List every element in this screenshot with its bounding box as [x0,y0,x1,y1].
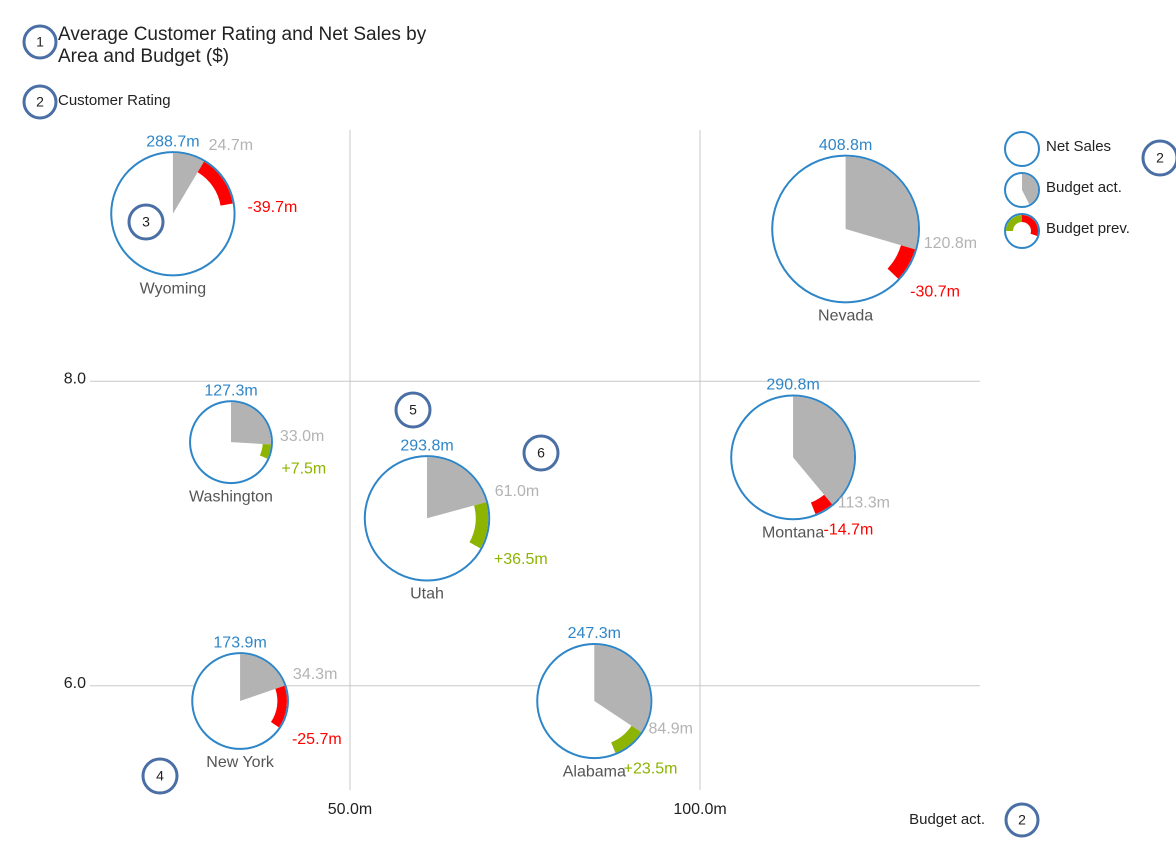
x-tick-label: 100.0m [673,801,726,818]
budget-prev-label: -14.7m [823,521,873,538]
budget-act-wedge [594,644,651,733]
chart-title: Average Customer Rating and Net Sales by… [58,24,427,67]
budget-act-wedge [427,457,487,519]
budget-act-label: 34.3m [293,666,337,683]
legend-swatch [1022,215,1038,236]
budget-prev-arc [197,161,233,206]
marker-label: 2 [36,94,44,110]
marker-label: 2 [1018,812,1026,828]
x-axis-title: Budget act. [909,811,985,828]
legend-label: Budget prev. [1046,220,1130,237]
budget-prev-arc [887,245,916,279]
marker-label: 2 [1156,150,1164,166]
marker: 2 [1141,139,1176,177]
budget-prev-arc [270,685,287,728]
net-sales-label: 247.3m [568,625,621,642]
grid: 6.0 8.0 50.0m 100.0m [64,130,980,818]
net-sales-label: 127.3m [204,382,257,399]
budget-prev-label: -39.7m [248,199,298,216]
legend-label: Net Sales [1046,138,1111,155]
budget-act-wedge [172,153,204,214]
marker-label: 5 [409,402,417,418]
budget-act-wedge [240,654,285,702]
net-sales-label: 408.8m [819,137,872,154]
legend-swatch [1004,131,1040,167]
category-label: Utah [410,586,444,603]
y-tick-label: 8.0 [64,370,86,387]
marker: 1 [22,24,58,60]
budget-act-label: 84.9m [649,720,693,737]
marker: 3 [127,203,165,241]
budget-act-label: 24.7m [209,137,253,154]
budget-prev-arc [259,444,271,459]
marker-label: 3 [142,214,150,230]
budget-act-wedge [793,396,855,505]
legend-swatch [1006,215,1022,231]
marker: 2 [1004,802,1040,838]
net-sales-label: 290.8m [766,377,819,394]
category-label: New York [206,754,275,771]
budget-prev-label: +36.5m [494,551,548,568]
bubbles: 288.7m 24.7m -39.7m Wyoming 408.8m 120.8m -30.… [110,133,977,780]
y-axis-title: Customer Rating [58,92,171,109]
budget-prev-arc [810,494,833,515]
net-sales-label: 288.7m [146,133,199,150]
marker-label: 6 [537,445,545,461]
budget-act-wedge [231,402,271,445]
legend: Net Sales Budget act. Budget prev. [1004,131,1130,249]
category-label: Nevada [818,308,873,325]
budget-act-label: 33.0m [280,428,324,445]
category-label: Montana [762,525,824,542]
y-tick-label: 6.0 [64,675,86,692]
budget-prev-label: -25.7m [292,731,342,748]
budget-act-wedge [845,156,918,250]
marker-label: 1 [36,34,44,50]
legend-swatch [1022,174,1038,205]
marker: 2 [22,84,58,120]
budget-act-label: 113.3m [838,494,890,511]
net-sales-label: 293.8m [400,437,453,454]
category-label: Alabama [563,763,626,780]
category-label: Washington [189,488,273,505]
x-tick-label: 50.0m [328,801,372,818]
marker: 6 [522,434,560,472]
marker-label: 4 [156,768,164,784]
budget-act-label: 120.8m [924,235,977,252]
marker: 5 [394,391,432,429]
legend-label: Budget act. [1046,179,1122,196]
budget-prev-arc [611,725,642,753]
category-label: Wyoming [140,281,207,298]
budget-prev-arc [469,502,489,549]
budget-prev-label: -30.7m [910,284,960,301]
budget-act-label: 61.0m [495,483,539,500]
net-sales-label: 173.9m [213,634,266,651]
budget-prev-label: +7.5m [281,461,326,478]
marker: 4 [141,757,179,795]
budget-prev-label: +23.5m [624,760,678,777]
